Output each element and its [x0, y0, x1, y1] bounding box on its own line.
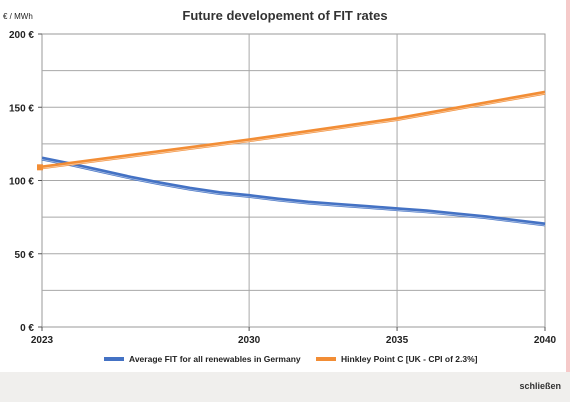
y-tick-label: 200 € — [9, 30, 34, 41]
y-tick-label: 0 € — [20, 323, 34, 334]
series-start-marker — [37, 164, 43, 171]
close-button[interactable]: schließen — [519, 381, 561, 391]
series-line-highlight — [41, 159, 546, 226]
y-tick-label: 150 € — [9, 103, 34, 114]
series-line-2 — [41, 90, 546, 170]
footer-bar: schließen — [0, 372, 570, 402]
y-axis-unit-label: € / MWh — [3, 12, 33, 21]
legend-label-2: Hinkley Point C [UK - CPI of 2.3%] — [341, 354, 478, 364]
y-tick-label: 100 € — [9, 177, 34, 188]
y-tick-label: 50 € — [15, 250, 35, 261]
x-tick-label: 2023 — [31, 335, 54, 346]
legend-label-1: Average FIT for all renewables in German… — [129, 354, 301, 364]
series-line-1 — [41, 156, 546, 227]
x-tick-label: 2030 — [238, 335, 261, 346]
x-tick-label: 2040 — [534, 335, 557, 346]
chart-title: Future developement of FIT rates — [182, 8, 387, 23]
series-line-highlight — [41, 93, 546, 169]
right-edge-strip — [566, 0, 570, 372]
x-tick-label: 2035 — [386, 335, 409, 346]
